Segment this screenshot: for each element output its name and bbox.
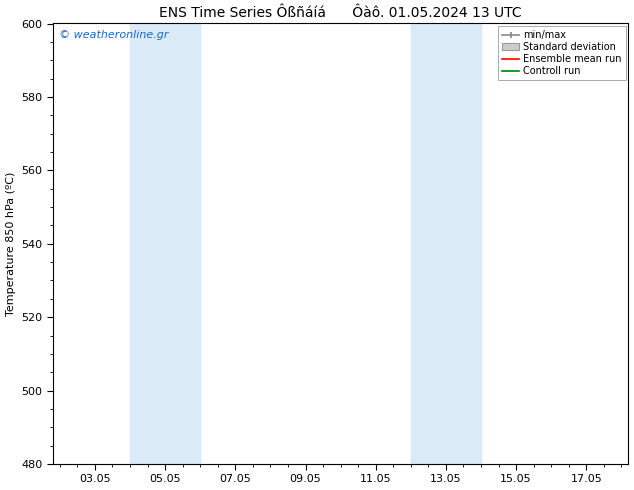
Bar <box>411 24 481 464</box>
Y-axis label: Temperature 850 hPa (ºC): Temperature 850 hPa (ºC) <box>6 172 16 316</box>
Title: ENS Time Series Ôßñáíá      Ôàô. 01.05.2024 13 UTC: ENS Time Series Ôßñáíá Ôàô. 01.05.2024 1… <box>159 5 522 20</box>
Legend: min/max, Standard deviation, Ensemble mean run, Controll run: min/max, Standard deviation, Ensemble me… <box>498 26 626 80</box>
Text: © weatheronline.gr: © weatheronline.gr <box>58 30 168 40</box>
Bar <box>130 24 200 464</box>
